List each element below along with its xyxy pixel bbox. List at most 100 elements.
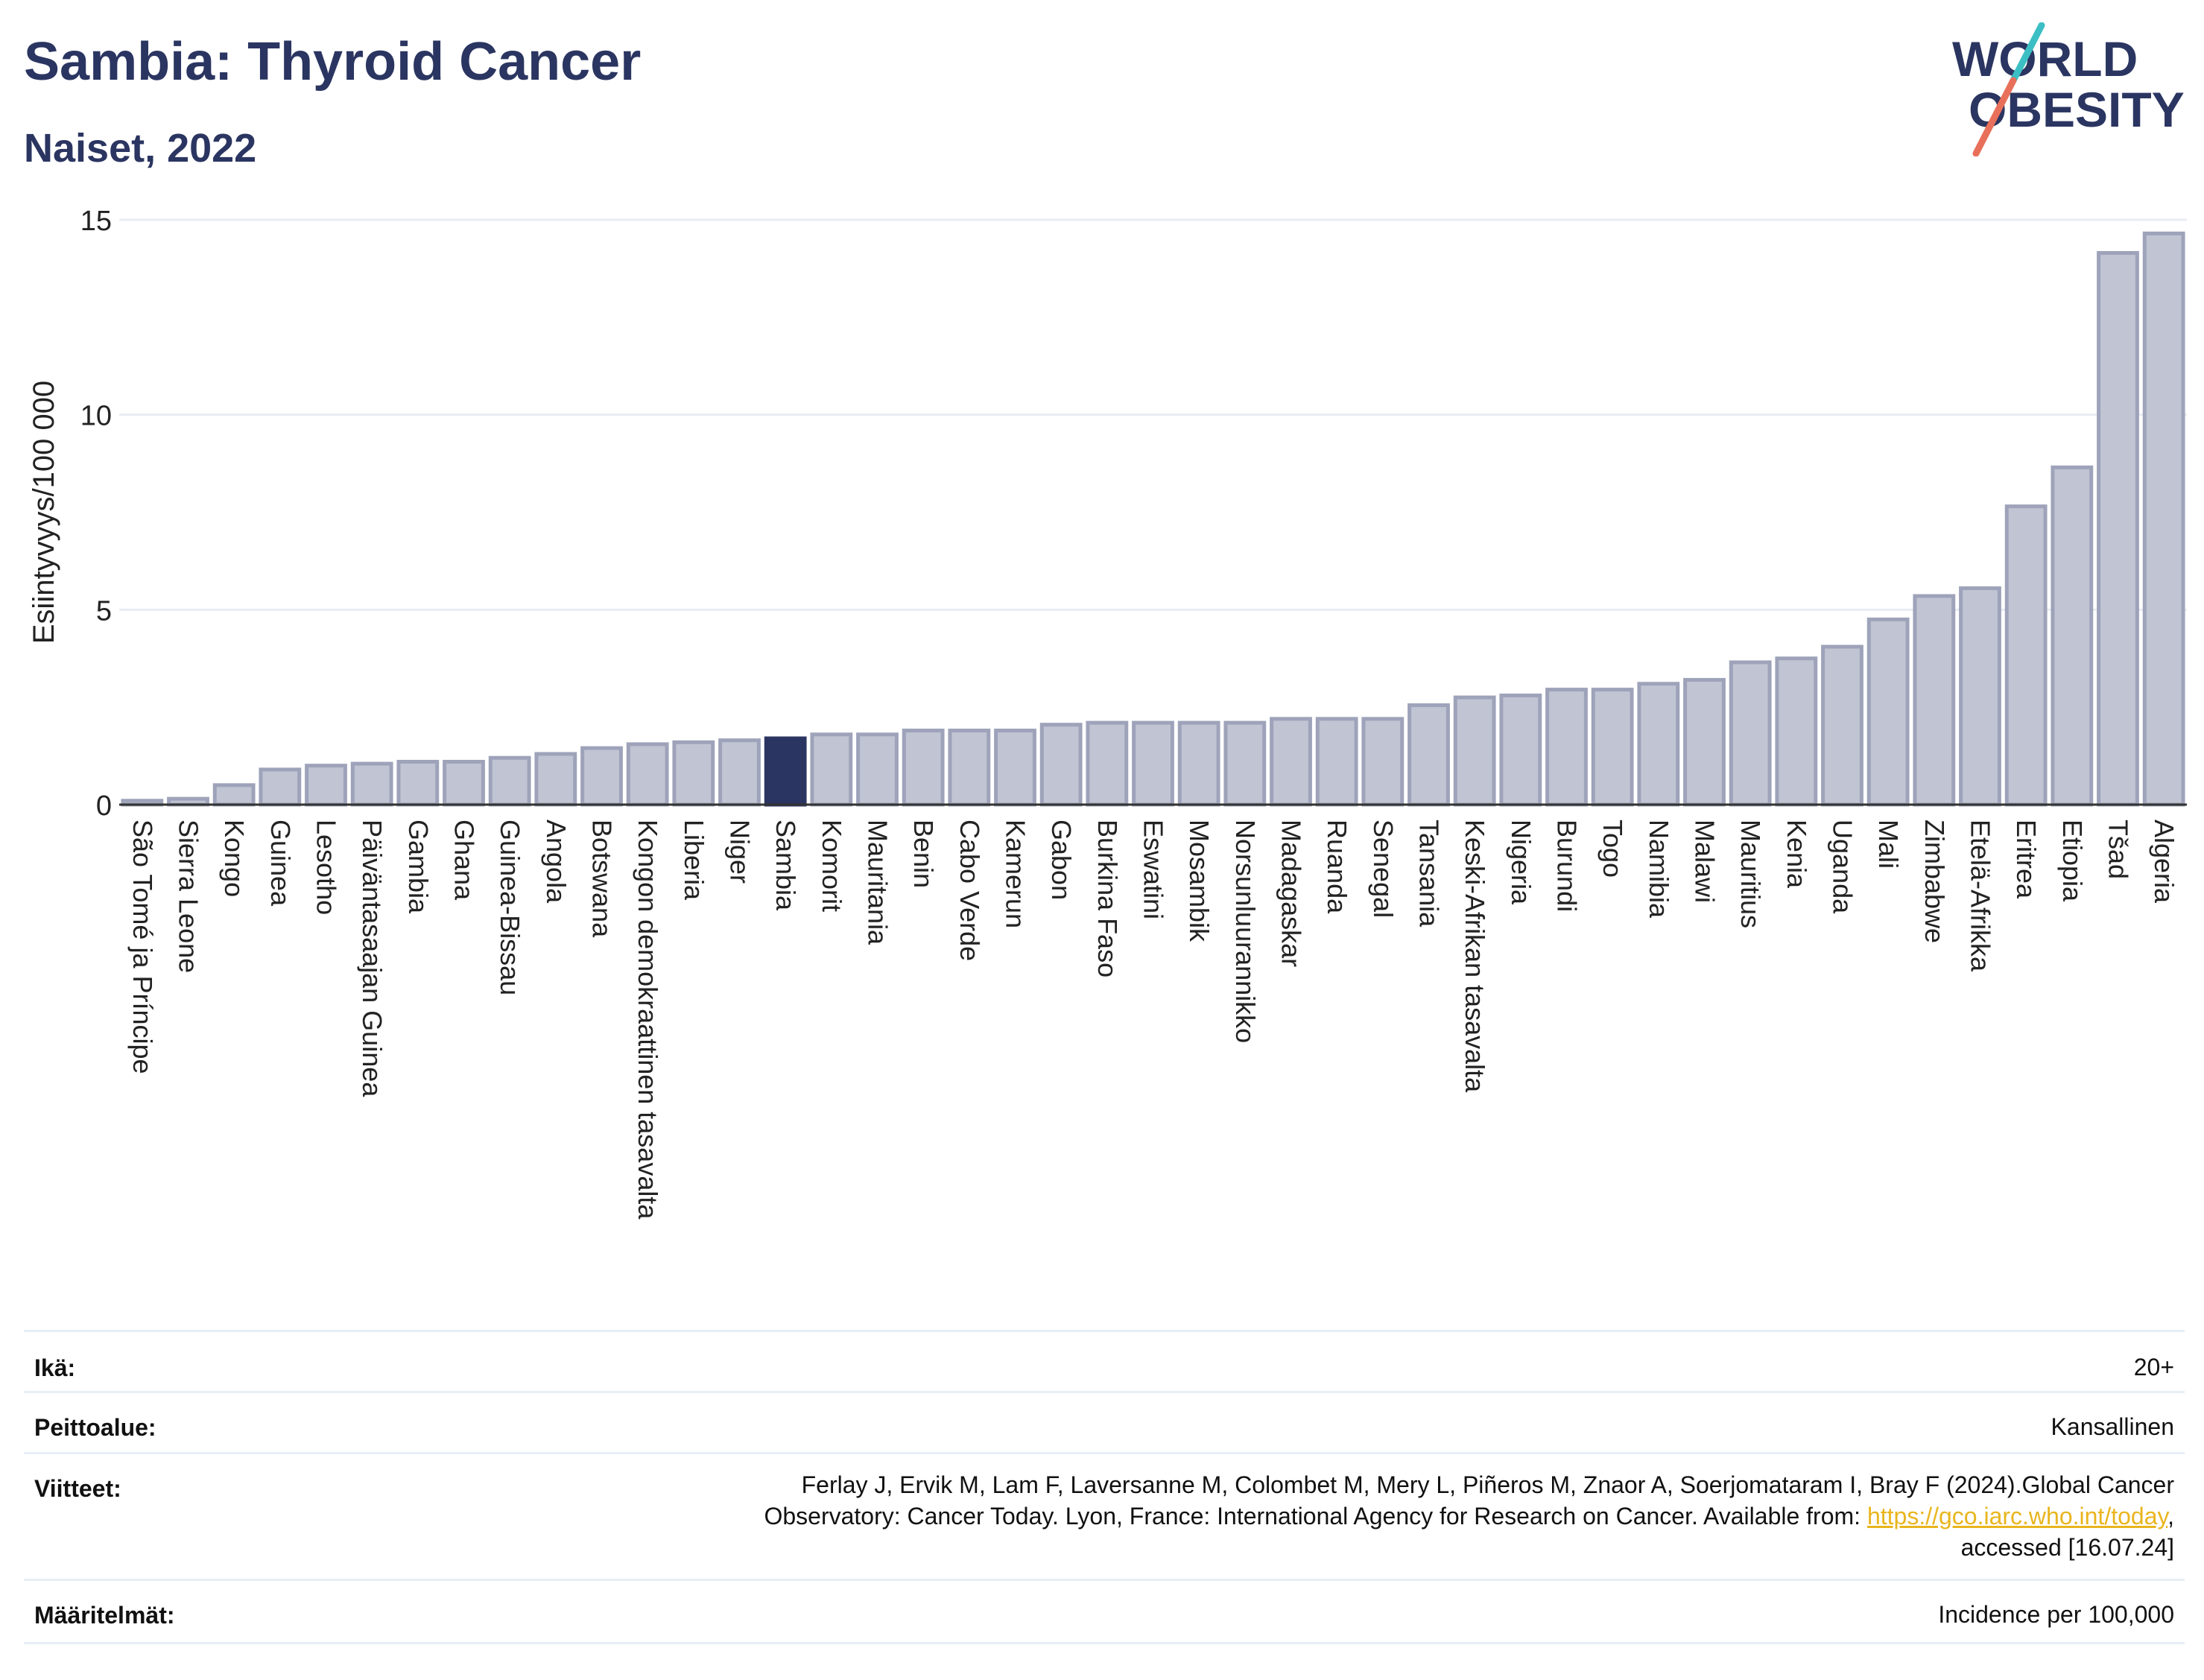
info-row-coverage: Peittoalue: Kansallinen bbox=[24, 1391, 2185, 1454]
info-row-references: Viitteet: Ferlay J, Ervik M, Lam F, Lave… bbox=[24, 1452, 2185, 1581]
references-label: Viitteet: bbox=[34, 1475, 121, 1502]
references-link[interactable]: https://gco.iarc.who.int/today bbox=[1866, 1503, 2168, 1530]
x-tick-label: Malawi bbox=[1690, 820, 1720, 903]
info-row-definitions: Määritelmät: Incidence per 100,000 bbox=[24, 1579, 2185, 1644]
x-tick-label: Keski-Afrikan tasavalta bbox=[1460, 820, 1490, 1093]
x-tick-label: Guinea-Bissau bbox=[495, 820, 525, 995]
x-tick-label: Niger bbox=[725, 820, 756, 884]
definitions-value: Incidence per 100,000 bbox=[1938, 1601, 2174, 1628]
x-tick-label: Liberia bbox=[679, 820, 709, 901]
bar bbox=[1637, 682, 1680, 807]
bar bbox=[259, 767, 302, 807]
coverage-value: Kansallinen bbox=[2051, 1413, 2174, 1440]
bar bbox=[443, 759, 485, 807]
bar bbox=[2142, 231, 2185, 807]
logo-slash-teal bbox=[2010, 22, 2045, 84]
bar bbox=[1361, 717, 1405, 807]
x-tick-label: Eswatini bbox=[1139, 820, 1169, 919]
x-tick-label: Komorit bbox=[817, 820, 847, 912]
x-tick-label: Etiopia bbox=[2057, 820, 2088, 902]
x-tick-label: Namibia bbox=[1644, 820, 1674, 919]
bar bbox=[1545, 688, 1588, 807]
world-obesity-logo: WORLD OBESITY bbox=[1952, 22, 2185, 156]
age-label: Ikä: bbox=[34, 1354, 76, 1381]
x-tick-label: Kenia bbox=[1782, 820, 1812, 889]
bar bbox=[902, 729, 945, 807]
bar bbox=[1453, 695, 1496, 807]
bar bbox=[1591, 688, 1634, 807]
x-tick-label: Nigeria bbox=[1506, 820, 1536, 905]
references-line2-suffix: , bbox=[2167, 1503, 2174, 1530]
y-tick-label: 0 bbox=[96, 790, 112, 822]
x-tick-label: Kongo bbox=[219, 820, 250, 897]
bar bbox=[1959, 586, 2001, 807]
bar bbox=[1499, 693, 1542, 807]
definitions-label: Määritelmät: bbox=[34, 1602, 175, 1629]
bar bbox=[580, 746, 623, 807]
x-tick-label: Ruanda bbox=[1322, 820, 1352, 914]
bar bbox=[1821, 644, 1863, 807]
bar bbox=[1039, 723, 1083, 807]
x-tick-label: Lesotho bbox=[311, 820, 342, 915]
x-tick-label: Burkina Faso bbox=[1092, 820, 1123, 977]
bar bbox=[948, 729, 991, 807]
x-tick-label: Guinea bbox=[265, 820, 296, 907]
bar bbox=[1315, 717, 1358, 807]
x-tick-label: Tansania bbox=[1414, 820, 1445, 928]
coverage-label: Peittoalue: bbox=[34, 1414, 156, 1441]
references-value: Ferlay J, Ervik M, Lam F, Laversanne M, … bbox=[764, 1469, 2174, 1563]
page-subtitle: Naiset, 2022 bbox=[24, 126, 257, 171]
bar bbox=[1132, 720, 1174, 807]
x-tick-label: Gabon bbox=[1046, 820, 1077, 900]
references-line2-prefix: Observatory: Cancer Today. Lyon, France:… bbox=[764, 1503, 1867, 1530]
bar bbox=[305, 764, 347, 807]
x-tick-label: Togo bbox=[1597, 820, 1628, 878]
bar bbox=[534, 752, 577, 807]
bar bbox=[1270, 717, 1312, 807]
y-tick-label: 15 bbox=[80, 206, 112, 237]
bar bbox=[1683, 678, 1726, 807]
y-tick-label: 5 bbox=[96, 595, 112, 627]
bar bbox=[626, 742, 669, 807]
bar bbox=[1086, 720, 1129, 807]
bar bbox=[2097, 250, 2139, 807]
bar bbox=[718, 738, 761, 807]
x-tick-label: Zimbabwe bbox=[1919, 820, 1950, 943]
x-tick-label: Norsunluurannikko bbox=[1230, 820, 1261, 1043]
x-tick-label: Botswana bbox=[587, 820, 618, 938]
x-tick-label: Päiväntasaajan Guinea bbox=[357, 820, 387, 1097]
bar bbox=[396, 759, 440, 807]
logo-slash-coral bbox=[1972, 77, 2017, 156]
bar bbox=[1223, 720, 1267, 807]
x-tick-label: Kamerun bbox=[1001, 820, 1031, 928]
x-tick-label: Algeria bbox=[2149, 820, 2179, 904]
x-tick-label: Benin bbox=[908, 820, 939, 888]
x-tick-label: Eritrea bbox=[2011, 820, 2042, 899]
page-title: Sambia: Thyroid Cancer bbox=[24, 32, 642, 92]
x-tick-label: Sierra Leone bbox=[174, 820, 204, 973]
bar bbox=[1866, 617, 1910, 807]
bar bbox=[764, 736, 807, 807]
bar bbox=[1407, 703, 1450, 807]
y-tick-label: 10 bbox=[80, 401, 112, 432]
bar bbox=[212, 783, 256, 807]
bar bbox=[856, 732, 899, 807]
x-tick-label: Etelä-Afrikka bbox=[1966, 820, 1996, 972]
bar bbox=[672, 740, 715, 807]
bar bbox=[1775, 656, 1818, 807]
bar bbox=[488, 755, 531, 807]
bar bbox=[810, 732, 853, 807]
x-tick-label: Ghana bbox=[449, 820, 480, 901]
x-tick-label: Senegal bbox=[1368, 820, 1399, 918]
logo-text-world: WORLD bbox=[1952, 31, 2138, 86]
bar bbox=[994, 729, 1036, 807]
x-tick-label: Angola bbox=[541, 820, 571, 904]
bar bbox=[1729, 660, 1772, 807]
bar bbox=[350, 761, 393, 807]
x-tick-label: Tšad bbox=[2103, 820, 2134, 879]
x-tick-label: Madagaskar bbox=[1276, 820, 1307, 967]
references-line3: accessed [16.07.24] bbox=[1960, 1534, 2174, 1561]
x-tick-label: Uganda bbox=[1828, 820, 1858, 914]
x-tick-label: São Tomé ja Príncipe bbox=[127, 820, 158, 1074]
x-tick-label: Cabo Verde bbox=[954, 820, 985, 961]
